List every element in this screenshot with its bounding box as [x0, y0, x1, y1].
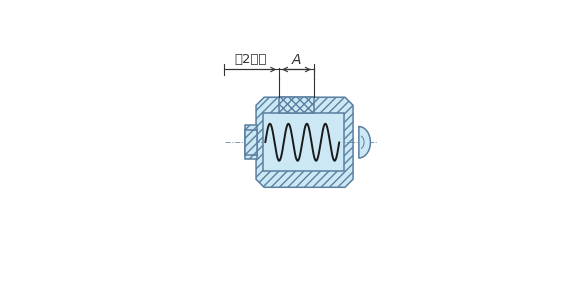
Text: 約2山分: 約2山分: [234, 52, 266, 66]
Text: A: A: [292, 53, 301, 67]
Polygon shape: [256, 97, 353, 187]
Bar: [245, 125, 257, 159]
Polygon shape: [263, 113, 344, 171]
Bar: [279, 97, 314, 113]
Polygon shape: [359, 127, 370, 158]
Polygon shape: [245, 130, 257, 155]
